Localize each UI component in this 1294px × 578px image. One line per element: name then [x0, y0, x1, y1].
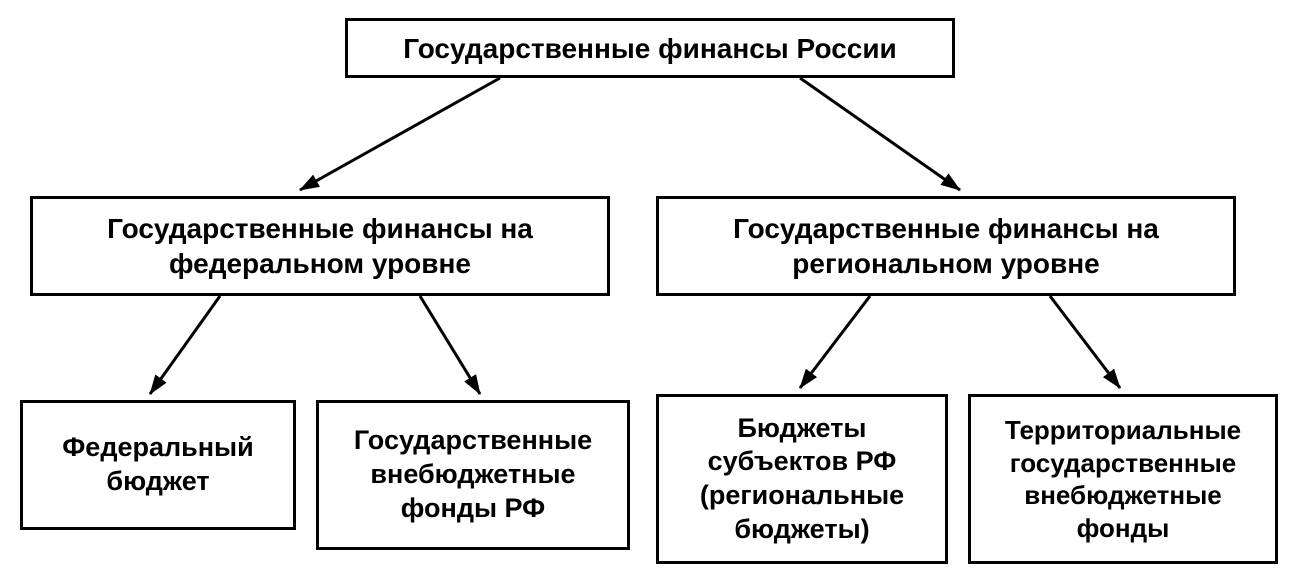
- node-reg-funds: Территориальные государственные внебюдже…: [968, 394, 1278, 564]
- node-reg-budget: Бюджеты субъектов РФ (региональные бюдже…: [656, 394, 948, 564]
- node-federal-label: Государственные финансы на федеральном у…: [43, 211, 597, 281]
- edge-regional-to-reg_budget: [800, 296, 870, 388]
- node-regional-label: Государственные финансы на региональном …: [669, 211, 1223, 281]
- edge-federal-to-fed_funds: [420, 296, 480, 394]
- node-fed-budget: Федеральный бюджет: [20, 400, 296, 530]
- edge-regional-to-reg_funds: [1050, 296, 1120, 388]
- edge-root-to-federal: [300, 78, 500, 190]
- node-fed-budget-label: Федеральный бюджет: [33, 431, 283, 499]
- node-regional: Государственные финансы на региональном …: [656, 196, 1236, 296]
- node-root-label: Государственные финансы России: [403, 31, 897, 66]
- node-fed-funds: Государственные внебюджетные фонды РФ: [316, 400, 630, 550]
- node-fed-funds-label: Государственные внебюджетные фонды РФ: [329, 424, 617, 525]
- edge-root-to-regional: [800, 78, 960, 190]
- node-root: Государственные финансы России: [345, 18, 955, 78]
- edge-federal-to-fed_budget: [150, 296, 220, 394]
- node-reg-budget-label: Бюджеты субъектов РФ (региональные бюдже…: [669, 412, 935, 547]
- node-federal: Государственные финансы на федеральном у…: [30, 196, 610, 296]
- node-reg-funds-label: Территориальные государственные внебюдже…: [981, 414, 1265, 544]
